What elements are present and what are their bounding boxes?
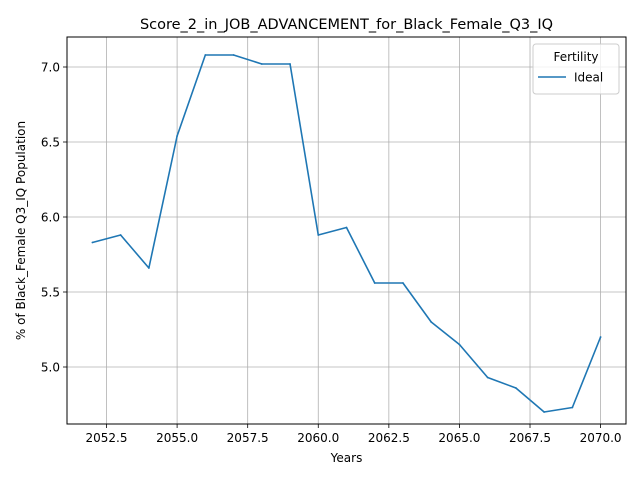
y-tick-label: 5.5	[41, 286, 60, 300]
data-point	[373, 282, 376, 284]
data-point	[543, 411, 546, 413]
data-point	[119, 234, 122, 236]
data-point	[317, 234, 320, 236]
y-tick-label: 5.0	[41, 361, 60, 375]
tick-layer: 2052.5 2055.0 2057.5 2060.0 2062.5 2065.0 2067…	[41, 61, 622, 446]
data-point	[176, 135, 179, 137]
data-point	[91, 241, 94, 244]
plot-frame	[66, 36, 627, 425]
legend-box	[532, 43, 620, 95]
data-point	[430, 321, 433, 323]
data-point	[260, 63, 263, 65]
x-tick-label: 2065.0	[438, 431, 480, 445]
data-point	[147, 267, 150, 269]
y-tick-label: 6.5	[41, 136, 60, 150]
data-point	[204, 54, 207, 56]
data-point	[345, 226, 348, 229]
legend-title: Fertility	[553, 50, 598, 64]
series-layer	[91, 54, 602, 413]
x-axis-label: Years	[330, 451, 363, 465]
x-tick-label: 2057.5	[227, 431, 269, 445]
x-tick-label: 2067.5	[509, 431, 551, 445]
data-point	[514, 387, 517, 389]
chart-title: Score_2_in_JOB_ADVANCEMENT_for_Black_Fem…	[140, 17, 553, 33]
grid-layer	[67, 37, 626, 424]
data-point	[289, 63, 291, 65]
y-axis-label: % of Black_Female Q3_IQ Population	[14, 121, 28, 340]
data-point	[486, 376, 489, 379]
x-tick-label: 2052.5	[86, 431, 128, 445]
legend: Fertility Ideal	[532, 43, 620, 95]
data-point	[232, 54, 235, 56]
x-tick-label: 2070.0	[580, 431, 622, 445]
x-tick-label: 2055.0	[156, 431, 198, 445]
data-point	[458, 343, 461, 346]
x-tick-label: 2060.0	[297, 431, 339, 445]
y-tick-label: 7.0	[41, 61, 60, 75]
data-point	[402, 282, 404, 284]
data-point	[571, 406, 574, 409]
y-tick-label: 6.0	[41, 211, 60, 225]
data-point	[599, 336, 602, 338]
x-tick-label: 2062.5	[368, 431, 410, 445]
legend-entry-label: Ideal	[574, 71, 603, 85]
